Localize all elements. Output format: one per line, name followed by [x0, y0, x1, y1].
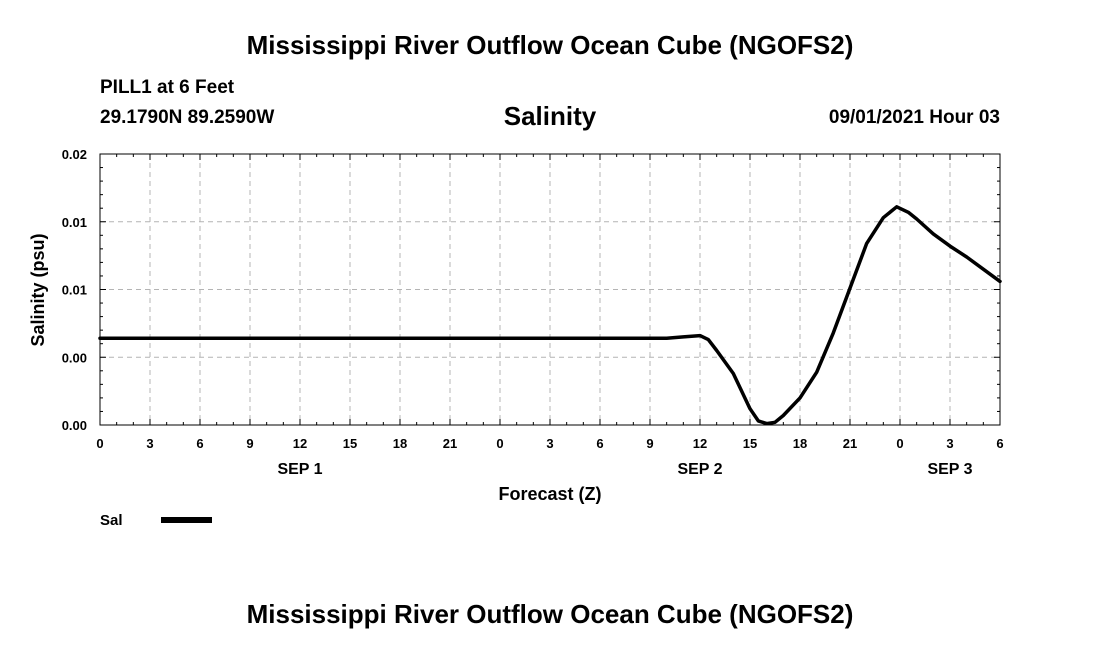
chart-title: Mississippi River Outflow Ocean Cube (NG…	[246, 30, 854, 60]
x-tick-label: 0	[896, 436, 903, 451]
y-axis-title: Salinity (psu)	[28, 233, 48, 346]
legend: Sal	[100, 512, 212, 529]
x-axis-title: Forecast (Z)	[498, 484, 601, 504]
y-tick-label: 0.00	[62, 350, 87, 365]
forecast-datetime: 09/01/2021 Hour 03	[828, 107, 1000, 128]
x-tick-label: 15	[343, 436, 357, 451]
y-tick-label: 0.01	[62, 283, 87, 298]
x-tick-label: 9	[246, 436, 253, 451]
plot-frame	[99, 153, 1001, 426]
x-tick-label: 21	[443, 436, 457, 451]
y-tick-label: 0.02	[62, 147, 87, 162]
y-tick-label: 0.00	[62, 418, 87, 433]
series-line-sal	[98, 205, 1002, 426]
x-tick-label: 3	[946, 436, 953, 451]
axis-labels: 0 3 6 9 12 15 18 21 0 3 6 9 12 15 18 21 0 3 6 0.00 0.00 0.01 0…	[62, 147, 1004, 478]
x-tick-label: 0	[496, 436, 503, 451]
series	[98, 205, 1002, 426]
date-label: SEP 2	[677, 461, 722, 478]
date-label: SEP 1	[277, 461, 322, 478]
date-label: SEP 3	[927, 461, 972, 478]
x-tick-label: 6	[996, 436, 1003, 451]
x-tick-label: 0	[96, 436, 103, 451]
station-coordinates: 29.1790N 89.2590W	[100, 107, 275, 128]
x-tick-label: 12	[293, 436, 307, 451]
x-tick-label: 21	[843, 436, 857, 451]
x-tick-label: 6	[196, 436, 203, 451]
variable-title: Salinity	[503, 101, 597, 131]
x-tick-label: 3	[146, 436, 153, 451]
grid	[100, 154, 1000, 425]
y-tick-label: 0.01	[62, 215, 87, 230]
x-tick-label: 3	[546, 436, 553, 451]
x-tick-label: 9	[646, 436, 653, 451]
x-tick-label: 6	[596, 436, 603, 451]
x-tick-label: 15	[743, 436, 757, 451]
x-tick-label: 18	[793, 436, 807, 451]
legend-label-sal: Sal	[100, 512, 123, 529]
x-tick-label: 18	[393, 436, 407, 451]
footer-title: Mississippi River Outflow Ocean Cube (NG…	[246, 599, 854, 629]
x-tick-label: 12	[693, 436, 707, 451]
station-label: PILL1 at 6 Feet	[100, 77, 235, 98]
